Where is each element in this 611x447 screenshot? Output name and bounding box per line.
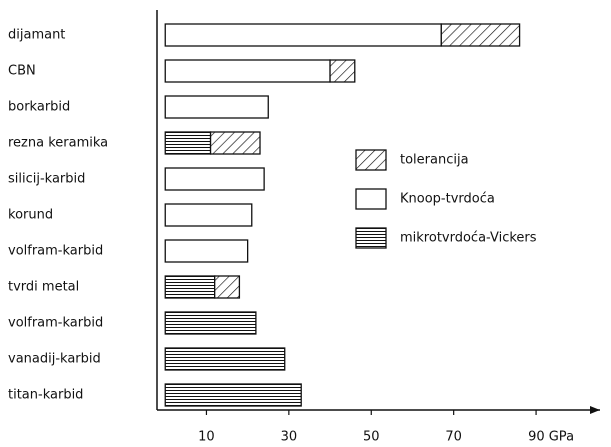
category-label: tvrdi metal (8, 280, 79, 295)
category-label: silicij-karbid (8, 172, 85, 187)
category-label: korund (8, 208, 53, 223)
legend-swatch (355, 188, 387, 210)
x-tick-label: 90 GPa (528, 430, 574, 445)
bar-segment (329, 59, 356, 83)
x-tick-label: 30 (281, 430, 298, 445)
bar-segment (209, 131, 261, 155)
category-label: rezna keramika (8, 136, 108, 151)
bar-segment (164, 239, 249, 263)
legend-swatch (355, 227, 387, 249)
category-label: titan-karbid (8, 388, 83, 403)
category-label: volfram-karbid (8, 244, 103, 259)
bar-segment (164, 203, 253, 227)
bar-segment (164, 59, 331, 83)
bar-segment (164, 311, 257, 335)
category-label: volfram-karbid (8, 316, 103, 331)
category-label: CBN (8, 64, 36, 79)
legend-label: mikrotvrdoća-Vickers (400, 231, 537, 246)
bar-segment (214, 275, 241, 299)
category-label: vanadij-karbid (8, 352, 101, 367)
x-tick-label: 50 (363, 430, 380, 445)
legend-swatch (355, 149, 387, 171)
category-label: borkarbid (8, 100, 70, 115)
bar-segment (164, 131, 212, 155)
x-tick-label: 70 (445, 430, 462, 445)
bar-segment (164, 23, 442, 47)
category-label: dijamant (8, 28, 65, 43)
bar-segment (164, 95, 269, 119)
axis-arrow (590, 406, 600, 414)
bar-segment (164, 167, 265, 191)
legend-label: tolerancija (400, 153, 469, 168)
legend-label: Knoop-tvrdoća (400, 192, 495, 207)
bar-segment (440, 23, 521, 47)
bar-segment (164, 383, 302, 407)
bar-segment (164, 275, 216, 299)
x-tick-label: 10 (198, 430, 215, 445)
bar-segment (164, 347, 286, 371)
